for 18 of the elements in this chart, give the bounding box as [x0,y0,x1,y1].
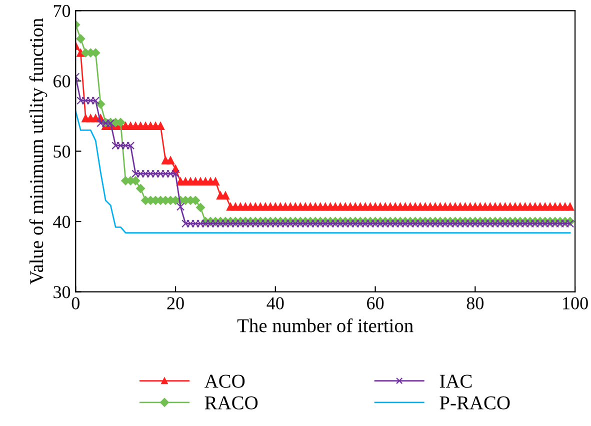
x-tick-label: 60 [367,297,384,310]
legend-label: RACO [204,396,258,410]
y-tick-label: 30 [54,286,70,298]
y-axis-title: Value of minimum utility function [29,18,48,284]
x-tick-label: 0 [72,297,80,310]
x-tick-label: 100 [563,297,588,310]
x-tick-label: 40 [266,297,284,310]
x-tick-label: 80 [466,297,484,310]
line-series [76,110,571,234]
legend-label: P-RACO [440,396,510,410]
y-tick-label: 40 [53,216,70,228]
y-tick-label: 60 [54,75,70,88]
y-tick-label: 50 [54,145,70,158]
legend-label: ACO [204,374,245,388]
y-tick-label: 70 [54,4,70,18]
x-axis-title: The number of itertion [237,318,414,332]
legend-label: IAC [440,374,472,388]
x-tick-label: 20 [167,297,184,310]
